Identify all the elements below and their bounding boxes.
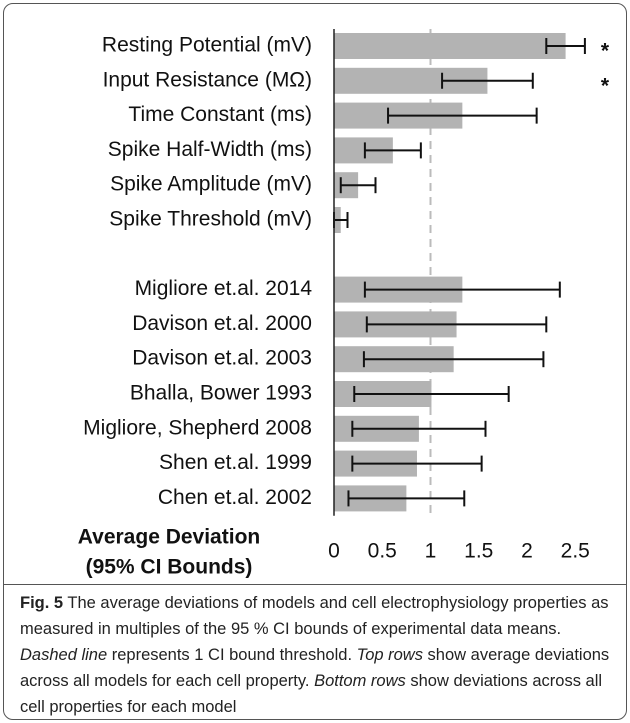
category-label: Input Resistance (MΩ) [103, 68, 312, 91]
bar [334, 33, 566, 59]
figure-frame: Resting Potential (mV) Input Resistance (… [3, 3, 627, 720]
category-label: Spike Threshold (mV) [109, 208, 312, 231]
separator [4, 584, 626, 585]
caption-text: represents 1 CI bound threshold. [107, 646, 357, 664]
annotation: * [601, 74, 610, 97]
category-label: Bhalla, Bower 1993 [130, 382, 312, 405]
category-label: Davison et.al. 2000 [132, 312, 312, 335]
category-label: Shen et.al. 1999 [159, 451, 312, 474]
caption-label: Fig. 5 [20, 594, 64, 612]
x-tick-label: 0.5 [368, 540, 397, 563]
caption-text: The average deviations of models and cel… [20, 594, 609, 638]
caption-text: show deviations across all cell properti… [20, 672, 603, 716]
category-label: Spike Amplitude (mV) [110, 173, 312, 196]
x-tick-label: 2.5 [561, 540, 590, 563]
caption: Fig. 5 The average deviations of models … [20, 590, 612, 719]
x-axis-label: (95% CI Bounds) [86, 556, 253, 579]
annotation: * [601, 40, 610, 63]
category-label: Davison et.al. 2003 [132, 347, 312, 370]
category-label: Migliore, Shepherd 2008 [83, 416, 312, 439]
category-label: Migliore et.al. 2014 [135, 277, 313, 300]
x-tick-label: 1 [425, 540, 437, 563]
category-label: Time Constant (ms) [128, 103, 312, 126]
category-label: Spike Half-Width (ms) [108, 138, 312, 161]
caption-text: Bottom rows [314, 672, 406, 690]
chart: Resting Potential (mV) Input Resistance (… [78, 29, 610, 579]
x-tick-label: 2 [521, 540, 533, 563]
category-label: Resting Potential (mV) [102, 34, 312, 57]
caption-text: show average deviations across all model… [20, 646, 610, 690]
caption-text: Top rows [356, 646, 423, 664]
category-label: Chen et.al. 2002 [158, 486, 312, 509]
x-tick-label: 0 [328, 540, 340, 563]
x-axis-label: Average Deviation [78, 526, 260, 549]
x-tick-label: 1.5 [464, 540, 493, 563]
caption-text: Dashed line [20, 646, 108, 664]
